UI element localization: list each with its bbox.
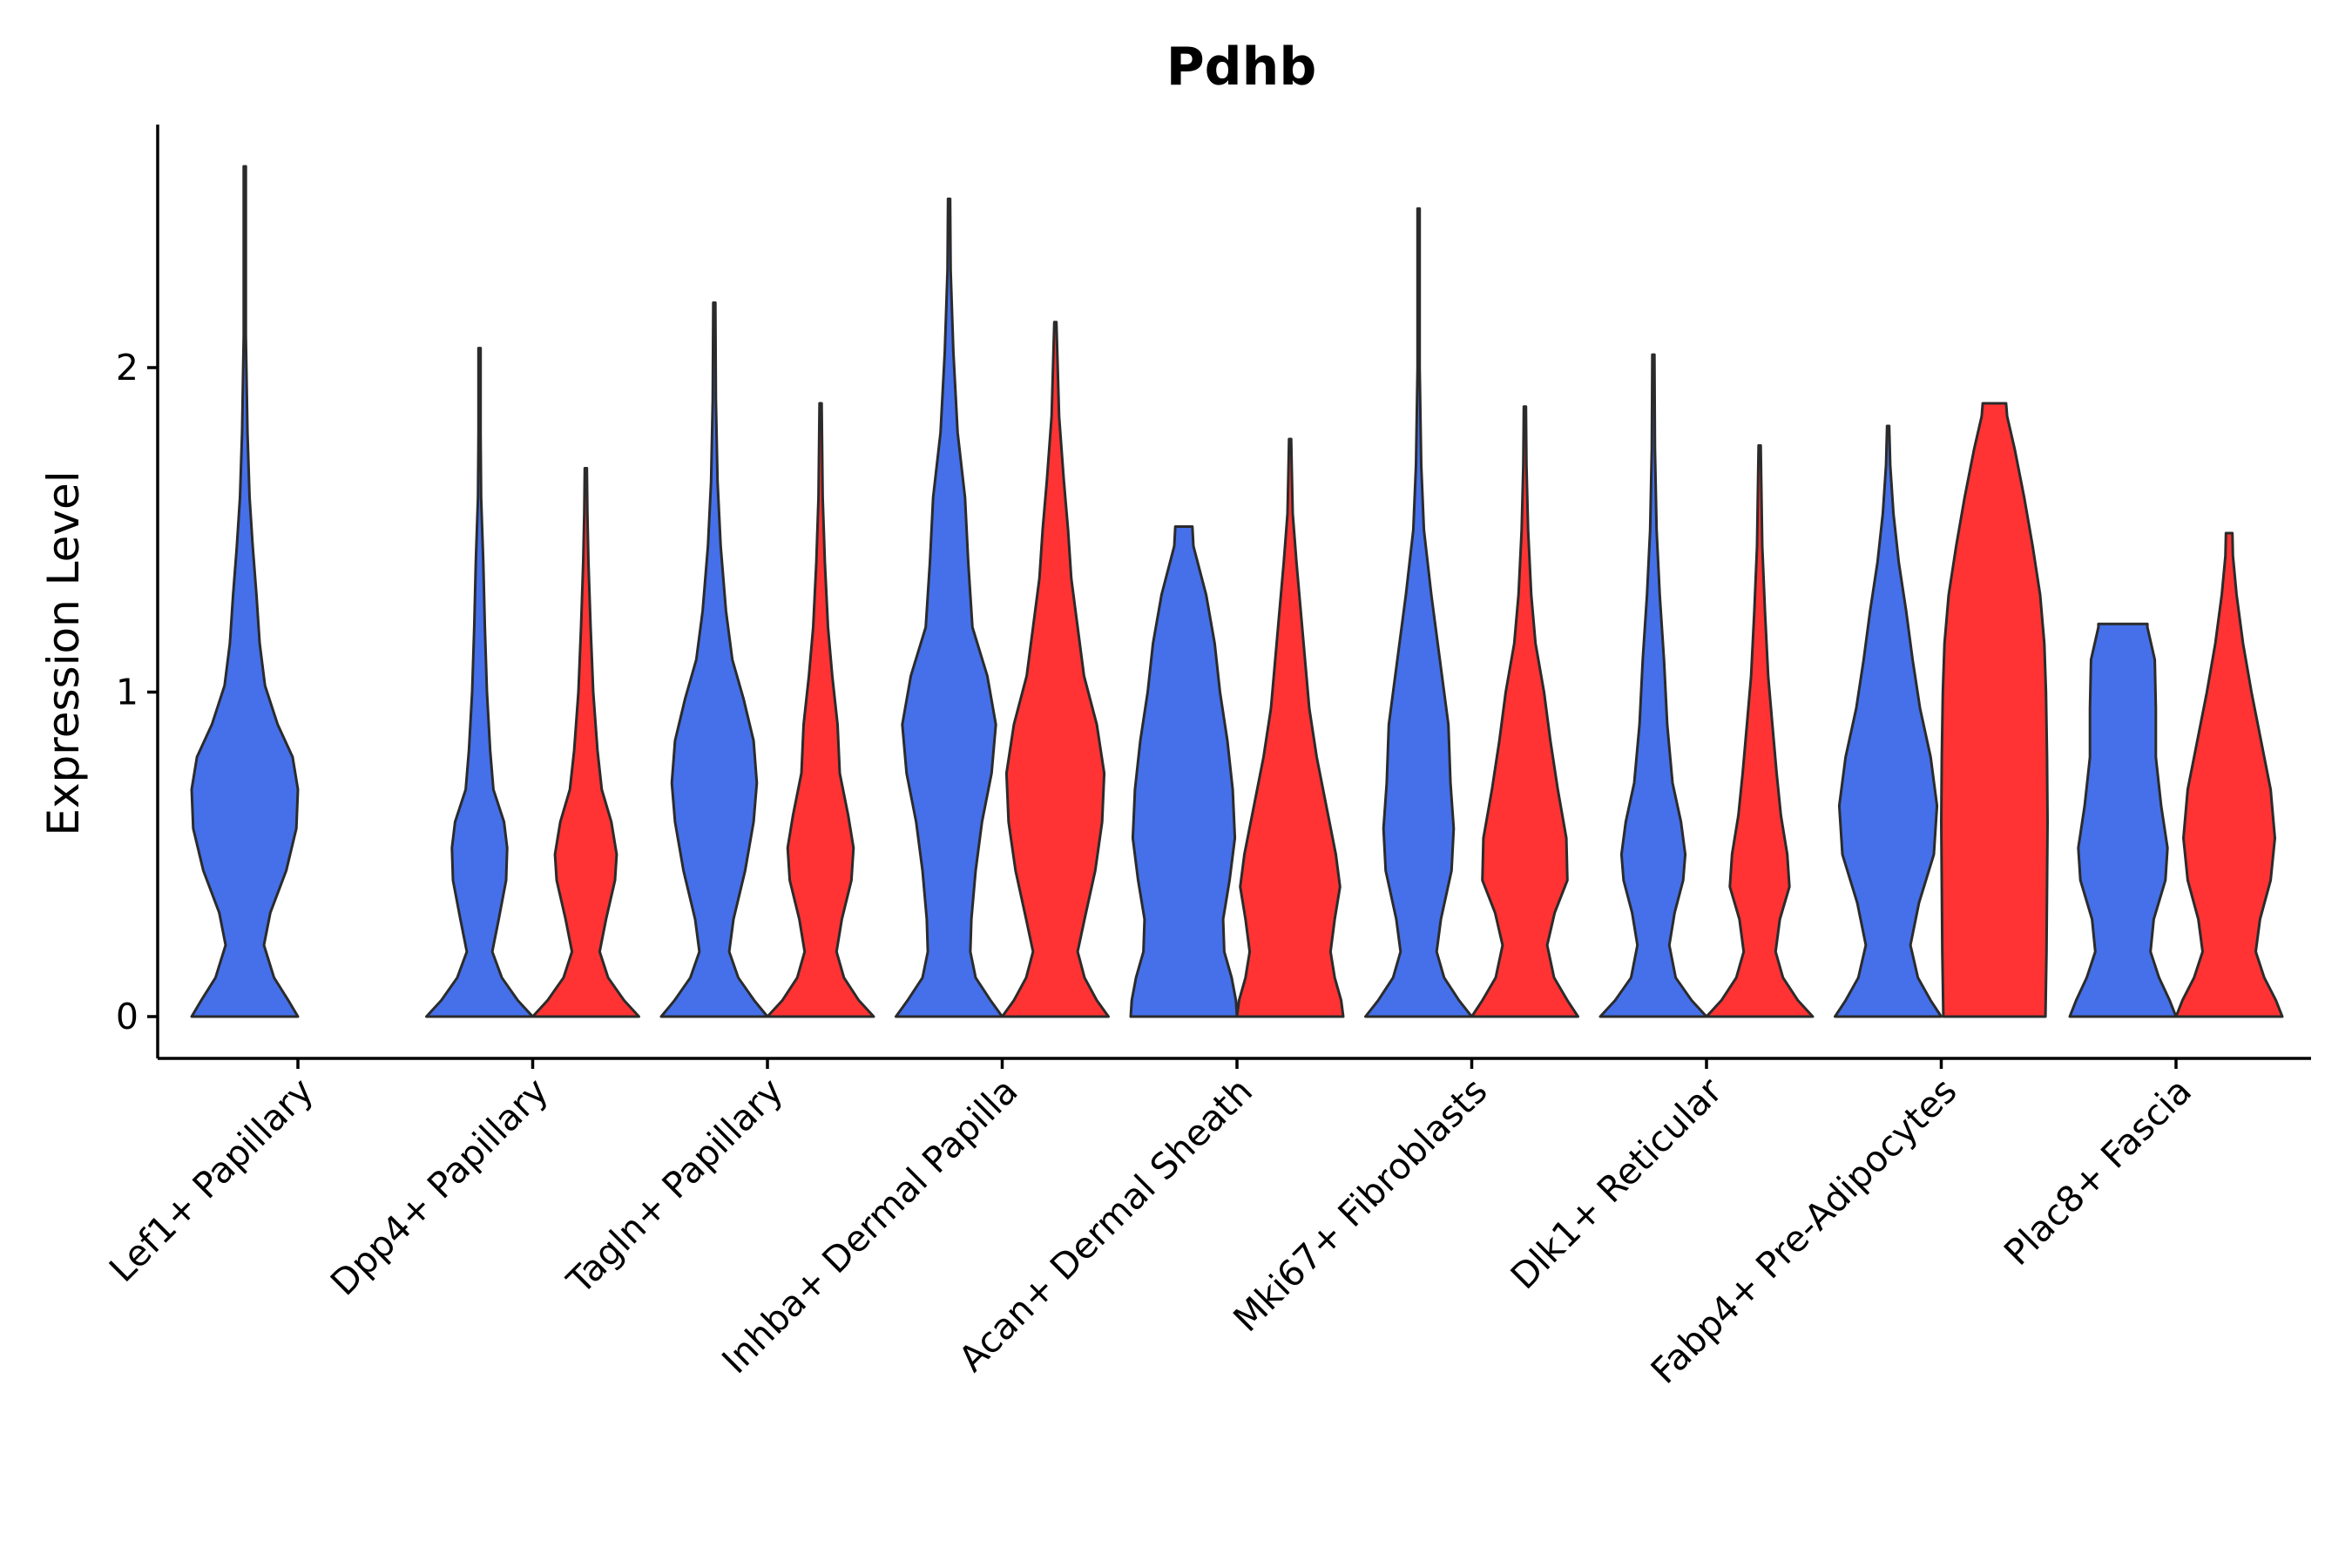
violin-mki67-fibroblasts-group-1 xyxy=(1364,207,1473,1018)
x-tick-label: Plac8+ Fascia xyxy=(1996,1070,2200,1274)
x-tick-label: Dlk1+ Reticular xyxy=(1503,1070,1730,1297)
violin-fabp4-pre-adipocytes-group-1 xyxy=(1834,424,1943,1018)
violin-inhba-dermal-papilla-group-1 xyxy=(895,197,1004,1018)
violin-dpp4-papillary-group-2 xyxy=(531,467,640,1018)
x-tick-label: Lef1+ Papillary xyxy=(101,1070,321,1290)
violin-inhba-dermal-papilla-group-2 xyxy=(1001,321,1110,1018)
x-tick-label: Dpp4+ Papillary xyxy=(322,1070,556,1303)
violin-fabp4-pre-adipocytes-group-2 xyxy=(1940,402,2049,1018)
x-tick-label: Mki67+ Fibroblasts xyxy=(1226,1070,1496,1340)
violin-tagln-papillary-group-2 xyxy=(766,402,875,1018)
y-tick-label: 1 xyxy=(116,672,139,713)
chart-title: Pdhb xyxy=(1166,37,1317,98)
violin-plac8-fascia-group-2 xyxy=(2174,531,2284,1018)
violin-lef1-papillary-group-1 xyxy=(190,165,300,1018)
x-axis-ticks: Lef1+ Papillary Dpp4+ Papillary Tagln+ Pap… xyxy=(101,1058,2200,1392)
y-tick-label: 2 xyxy=(116,347,139,389)
y-axis-label: Expression Level xyxy=(38,470,89,835)
x-tick-label: Tagln+ Papillary xyxy=(558,1070,791,1302)
violin-dlk1-reticular-group-1 xyxy=(1598,353,1708,1018)
violin-layer xyxy=(190,165,2284,1018)
violin-tagln-papillary-group-1 xyxy=(659,301,769,1018)
violin-acan-dermal-sheath-group-1 xyxy=(1129,525,1239,1018)
y-axis-ticks: 0 1 2 xyxy=(116,347,158,1037)
violin-mki67-fibroblasts-group-2 xyxy=(1470,405,1579,1018)
violin-plac8-fascia-group-1 xyxy=(2068,622,2178,1018)
violin-acan-dermal-sheath-group-2 xyxy=(1235,437,1345,1018)
violin-dpp4-papillary-group-1 xyxy=(425,347,534,1018)
violin-dlk1-reticular-group-2 xyxy=(1705,443,1815,1018)
y-tick-label: 0 xyxy=(116,996,139,1037)
